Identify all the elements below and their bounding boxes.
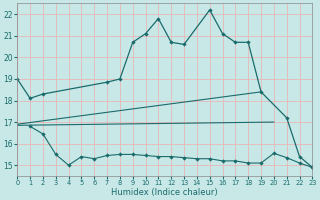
X-axis label: Humidex (Indice chaleur): Humidex (Indice chaleur) [111,188,218,197]
